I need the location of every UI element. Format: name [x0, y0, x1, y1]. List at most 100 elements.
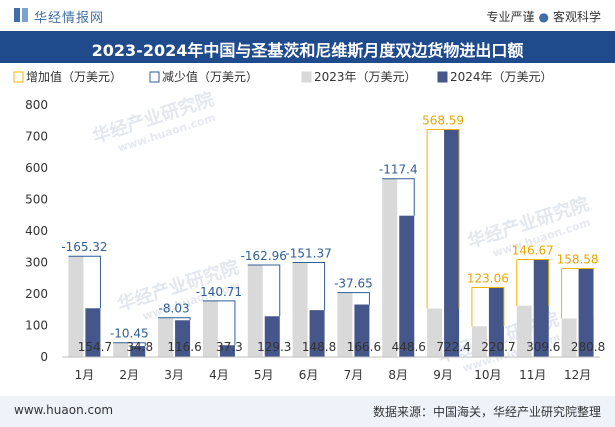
decrease-bracket — [247, 264, 281, 317]
tagline: 专业严谨 ● 客观科学 — [486, 8, 601, 25]
y-axis: 0 100 200 300 400 500 600 700 800 — [25, 98, 48, 364]
bar-2023 — [68, 256, 84, 357]
x-tick-label: 11月 — [519, 368, 546, 382]
bar-2024 — [444, 129, 460, 357]
brand-name: 华经情报网 — [34, 11, 105, 26]
legend-label: 增加值（万美元） — [26, 69, 122, 84]
increase-bracket — [427, 128, 460, 309]
decrease-bracket — [113, 342, 146, 347]
change-label: -162.96 — [241, 249, 287, 263]
change-label: -8.03 — [159, 302, 190, 316]
x-tick-label: 9月 — [433, 368, 453, 382]
decrease-bracket — [202, 300, 236, 346]
x-tick-label: 12月 — [564, 368, 591, 382]
bar-2023 — [427, 308, 443, 357]
footer-website: www.huaon.com — [14, 403, 114, 417]
decrease-bracket — [292, 261, 326, 311]
decrease-bracket — [158, 317, 191, 321]
x-tick-label: 2月 — [119, 368, 139, 382]
bar-2024 — [219, 345, 235, 357]
top-bar: 华经情报网 专业严谨 ● 客观科学 — [0, 0, 615, 30]
x-tick-label: 6月 — [299, 368, 319, 382]
bar-2024 — [354, 304, 370, 357]
logo-icon — [14, 8, 28, 22]
legend-swatch — [149, 71, 160, 83]
footer: www.huaon.com 数据来源：中国海关，华经产业研究院整理 — [0, 396, 615, 427]
bar-2023 — [516, 305, 532, 357]
y-tick-label: 100 — [25, 319, 48, 333]
bar-2024 — [488, 287, 504, 357]
change-label: 158.58 — [557, 253, 599, 267]
change-label: 123.06 — [467, 271, 509, 285]
x-tick-label: 10月 — [474, 368, 501, 382]
chart: 华经产业研究院www.huaon.com华经产业研究院www.huaon.com… — [13, 69, 605, 382]
change-label: -10.45 — [110, 327, 149, 341]
y-tick-label: 300 — [25, 256, 48, 270]
y-tick-label: 0 — [40, 350, 48, 364]
title-bar: 2023-2024年中国与圣基茨和尼维斯月度双边货物进出口额 — [0, 31, 615, 63]
change-label: -151.37 — [285, 246, 331, 260]
change-label: 146.67 — [512, 243, 554, 257]
bar-2023 — [337, 292, 353, 357]
tagline-right: 客观科学 — [552, 10, 601, 24]
bar-2023 — [292, 262, 308, 357]
decrease-bracket — [68, 255, 101, 309]
change-label: 568.59 — [422, 113, 464, 127]
bar-2023 — [158, 317, 174, 357]
footer-source: 数据来源：中国海关，华经产业研究院整理 — [372, 405, 601, 419]
bar-2024 — [399, 215, 415, 357]
x-tick-label: 4月 — [209, 368, 229, 382]
y-tick-label: 200 — [25, 287, 48, 301]
value-label-2024: 220.7 — [481, 340, 515, 354]
y-tick-label: 800 — [25, 98, 48, 112]
bar-2024 — [175, 320, 191, 357]
increase-bracket — [561, 268, 595, 319]
x-tick-label: 1月 — [75, 368, 95, 382]
x-tick-label: 8月 — [388, 368, 408, 382]
decrease-bracket — [382, 178, 415, 216]
value-label-2024: 448.6 — [392, 340, 426, 354]
increase-bracket — [516, 258, 550, 306]
increase-bracket — [471, 286, 505, 327]
value-label-2024: 166.6 — [347, 340, 381, 354]
value-label-2024: 129.3 — [257, 340, 291, 354]
legend-swatch — [301, 71, 312, 83]
bar-2023 — [382, 178, 398, 357]
x-tick-label: 7月 — [344, 368, 364, 382]
y-tick-label: 600 — [25, 161, 48, 175]
bar-2024 — [85, 308, 101, 357]
change-label: -37.65 — [334, 277, 373, 291]
legend-label: 2024年（万美元） — [450, 70, 553, 84]
bar-2023 — [113, 342, 129, 357]
bar-2023 — [471, 326, 487, 357]
value-label-2024: 34.8 — [126, 340, 153, 354]
value-label-2024: 722.4 — [436, 340, 470, 354]
legend-swatch — [13, 71, 24, 83]
y-tick-label: 400 — [25, 224, 48, 238]
tagline-left: 专业严谨 — [486, 10, 535, 24]
value-label-2024: 280.8 — [571, 340, 605, 354]
dot-icon: ● — [538, 10, 549, 24]
x-axis: 1月 2月 3月 4月 5月 6月 7月 8月 9月 10月 11月 12月 — [62, 356, 600, 382]
bar-2024 — [533, 259, 549, 357]
bar-2024 — [264, 316, 280, 357]
legend-label: 2023年（万美元） — [314, 70, 417, 84]
value-label-2024: 116.6 — [167, 340, 201, 354]
bar-2023 — [202, 300, 218, 357]
value-label-2024: 37.3 — [216, 340, 243, 354]
bar-2024 — [309, 310, 325, 357]
legend-swatch — [437, 71, 448, 83]
chart-title: 2023-2024年中国与圣基茨和尼维斯月度双边货物进出口额 — [91, 41, 524, 60]
legend: 增加值（万美元） 减少值（万美元） 2023年（万美元） 2024年（万美元） — [13, 69, 553, 84]
change-label: -165.32 — [61, 240, 107, 254]
x-tick-label: 5月 — [254, 368, 274, 382]
bar-2024 — [578, 268, 594, 357]
bar-2023 — [561, 318, 577, 357]
decrease-bracket — [337, 292, 370, 305]
value-label-2024: 154.7 — [78, 340, 112, 354]
y-tick-label: 700 — [25, 130, 48, 144]
change-label: -117.4 — [379, 163, 418, 177]
bar-2024 — [130, 346, 146, 357]
x-tick-label: 3月 — [164, 368, 184, 382]
